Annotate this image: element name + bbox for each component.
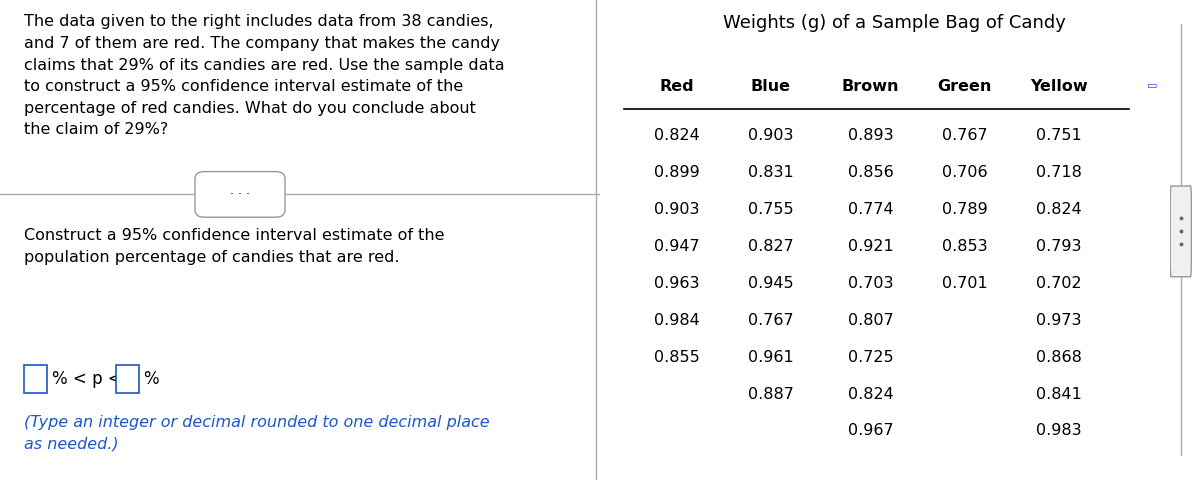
Text: 0.807: 0.807 bbox=[847, 312, 893, 328]
Text: 0.702: 0.702 bbox=[1036, 276, 1081, 291]
Text: 0.831: 0.831 bbox=[748, 165, 793, 180]
Text: 0.767: 0.767 bbox=[942, 128, 988, 143]
Text: Yellow: Yellow bbox=[1030, 79, 1087, 94]
Text: 0.893: 0.893 bbox=[847, 128, 893, 143]
Text: 0.983: 0.983 bbox=[1036, 423, 1081, 439]
Text: Green: Green bbox=[937, 79, 991, 94]
Text: 0.703: 0.703 bbox=[847, 276, 893, 291]
Text: 0.824: 0.824 bbox=[654, 128, 700, 143]
Text: 0.903: 0.903 bbox=[654, 202, 700, 217]
Text: 0.853: 0.853 bbox=[942, 239, 988, 254]
Text: %: % bbox=[144, 370, 160, 388]
Text: 0.947: 0.947 bbox=[654, 239, 700, 254]
Text: 0.899: 0.899 bbox=[654, 165, 700, 180]
Text: Construct a 95% confidence interval estimate of the
population percentage of can: Construct a 95% confidence interval esti… bbox=[24, 228, 444, 264]
Text: 0.921: 0.921 bbox=[847, 239, 893, 254]
Text: 0.856: 0.856 bbox=[847, 165, 893, 180]
Text: 0.725: 0.725 bbox=[847, 349, 893, 365]
Text: 0.774: 0.774 bbox=[847, 202, 893, 217]
Text: 0.984: 0.984 bbox=[654, 312, 700, 328]
FancyBboxPatch shape bbox=[1170, 186, 1192, 276]
Text: 0.718: 0.718 bbox=[1036, 165, 1081, 180]
Text: 0.967: 0.967 bbox=[847, 423, 893, 439]
Text: 0.961: 0.961 bbox=[748, 349, 793, 365]
Text: 0.903: 0.903 bbox=[748, 128, 793, 143]
Text: 0.841: 0.841 bbox=[1036, 386, 1081, 402]
FancyBboxPatch shape bbox=[194, 172, 286, 217]
FancyBboxPatch shape bbox=[24, 365, 47, 393]
Text: 0.945: 0.945 bbox=[748, 276, 793, 291]
Text: 0.789: 0.789 bbox=[942, 202, 988, 217]
Text: 0.973: 0.973 bbox=[1036, 312, 1081, 328]
Text: · · ·: · · · bbox=[230, 188, 250, 201]
Text: 0.793: 0.793 bbox=[1036, 239, 1081, 254]
Text: ▭: ▭ bbox=[1147, 82, 1158, 91]
Text: (Type an integer or decimal rounded to one decimal place
as needed.): (Type an integer or decimal rounded to o… bbox=[24, 415, 490, 451]
Text: 0.868: 0.868 bbox=[1036, 349, 1081, 365]
Text: % < p <: % < p < bbox=[52, 370, 121, 388]
Text: 0.963: 0.963 bbox=[654, 276, 700, 291]
Text: 0.767: 0.767 bbox=[748, 312, 793, 328]
Text: 0.855: 0.855 bbox=[654, 349, 700, 365]
Text: 0.824: 0.824 bbox=[847, 386, 893, 402]
Text: Weights (g) of a Sample Bag of Candy: Weights (g) of a Sample Bag of Candy bbox=[722, 14, 1066, 33]
Text: 0.824: 0.824 bbox=[1036, 202, 1081, 217]
Text: Brown: Brown bbox=[841, 79, 899, 94]
Text: 0.887: 0.887 bbox=[748, 386, 793, 402]
Text: 0.755: 0.755 bbox=[748, 202, 793, 217]
Text: The data given to the right includes data from 38 candies,
and 7 of them are red: The data given to the right includes dat… bbox=[24, 14, 505, 137]
Text: Red: Red bbox=[659, 79, 694, 94]
Text: 0.827: 0.827 bbox=[748, 239, 793, 254]
Text: Blue: Blue bbox=[750, 79, 791, 94]
Text: 0.751: 0.751 bbox=[1036, 128, 1081, 143]
FancyBboxPatch shape bbox=[115, 365, 139, 393]
Text: 0.706: 0.706 bbox=[942, 165, 988, 180]
Text: 0.701: 0.701 bbox=[942, 276, 988, 291]
